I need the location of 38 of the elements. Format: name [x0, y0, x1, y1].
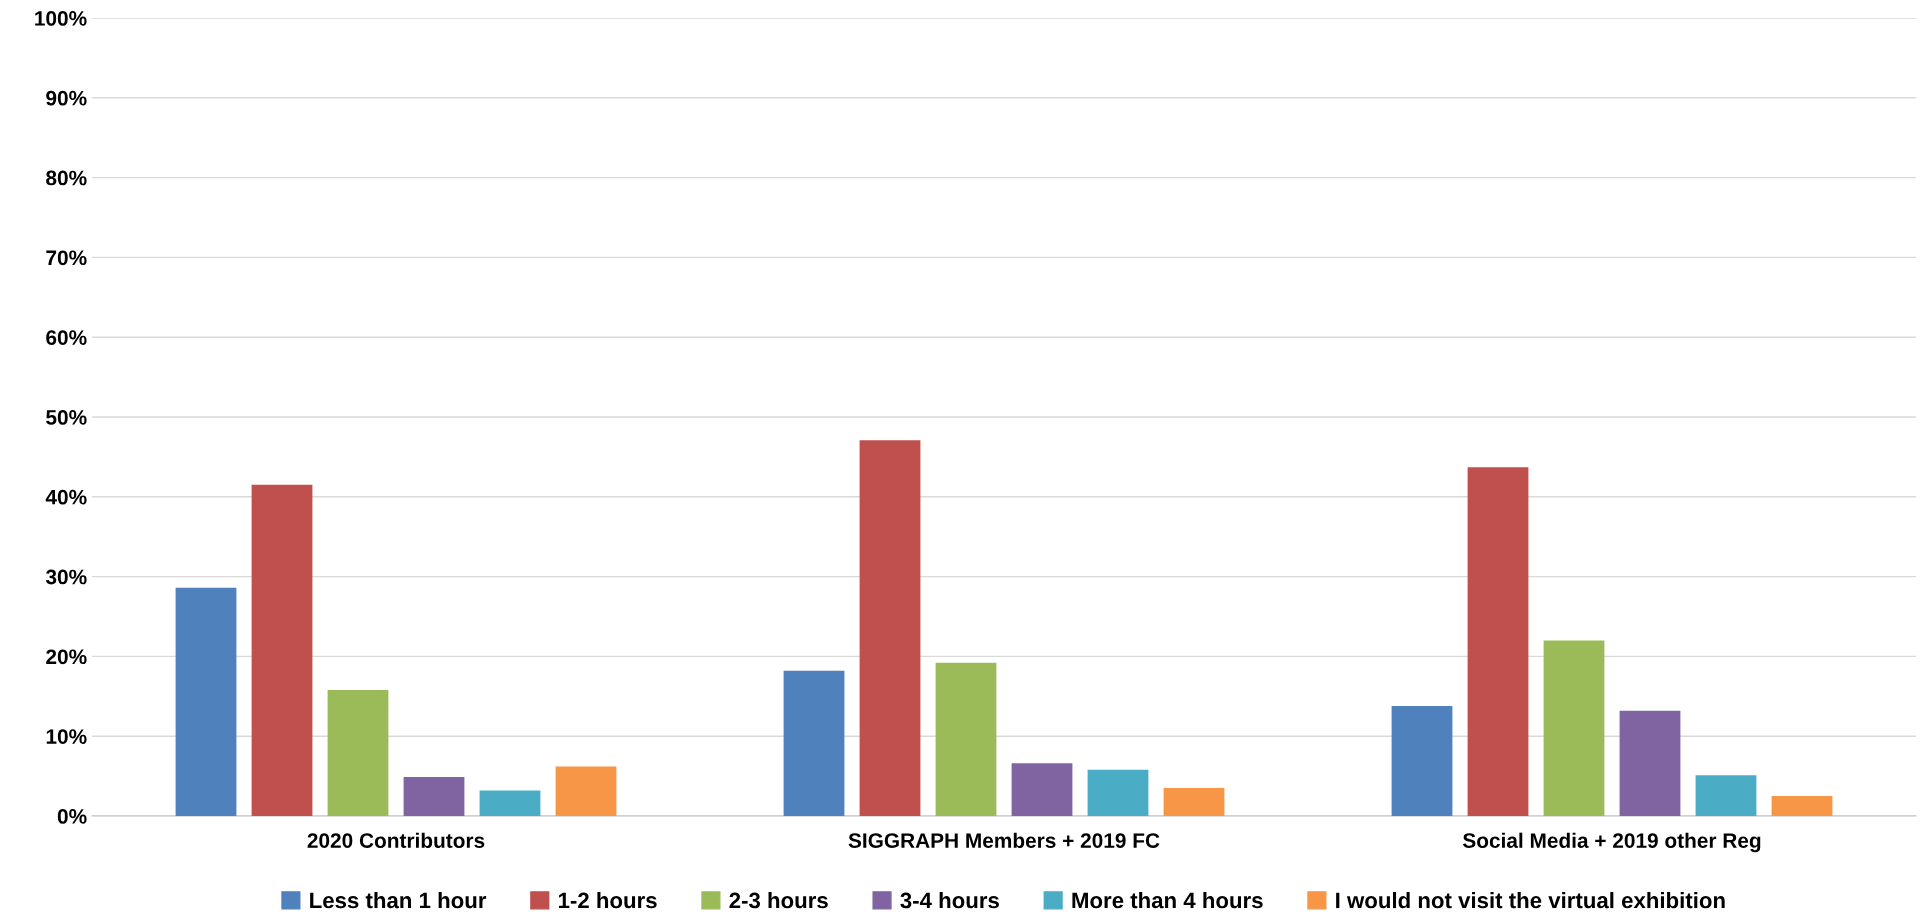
legend-label: I would not visit the virtual exhibition — [1336, 891, 1725, 909]
bar — [935, 662, 997, 816]
y-tick-label: 50% — [46, 410, 87, 425]
y-tick-label: 80% — [46, 170, 87, 186]
bar — [251, 484, 313, 816]
legend-label: 2-3 hours — [729, 891, 828, 909]
bar — [1543, 640, 1605, 816]
y-tick-label: 70% — [46, 250, 87, 266]
y-tick-label: 10% — [46, 729, 87, 744]
y-tick-label: 60% — [46, 330, 87, 345]
bar — [1163, 788, 1225, 816]
bar — [403, 776, 465, 816]
bar — [1467, 467, 1529, 816]
bar — [175, 587, 237, 816]
bar — [859, 440, 921, 816]
x-tick-label: 2020 Contributors — [307, 832, 485, 848]
bar — [555, 766, 617, 816]
bar — [1391, 705, 1453, 816]
bar — [1695, 775, 1757, 816]
y-tick-label: 100% — [35, 11, 87, 26]
bar — [783, 670, 845, 816]
bar — [327, 689, 389, 816]
legend-label: Less than 1 hour — [310, 891, 487, 909]
x-tick-label: SIGGRAPH Members + 2019 FC — [848, 832, 1160, 848]
y-tick-label: 0% — [57, 809, 87, 824]
y-tick-label: 40% — [45, 489, 87, 505]
legend-label: More than 4 hours — [1072, 891, 1263, 909]
bar — [479, 790, 541, 816]
legend-label: 1-2 hours — [558, 891, 657, 909]
y-tick-label: 30% — [45, 569, 87, 585]
bar — [1011, 763, 1073, 816]
bar — [1619, 710, 1681, 816]
bar — [1771, 796, 1833, 816]
x-tick-label: Social Media + 2019 other Reg — [1462, 832, 1761, 853]
bar — [1087, 769, 1149, 816]
y-tick-label: 90% — [46, 90, 87, 106]
legend-label: 3-4 hours — [900, 891, 999, 909]
y-tick-label: 20% — [46, 649, 87, 665]
